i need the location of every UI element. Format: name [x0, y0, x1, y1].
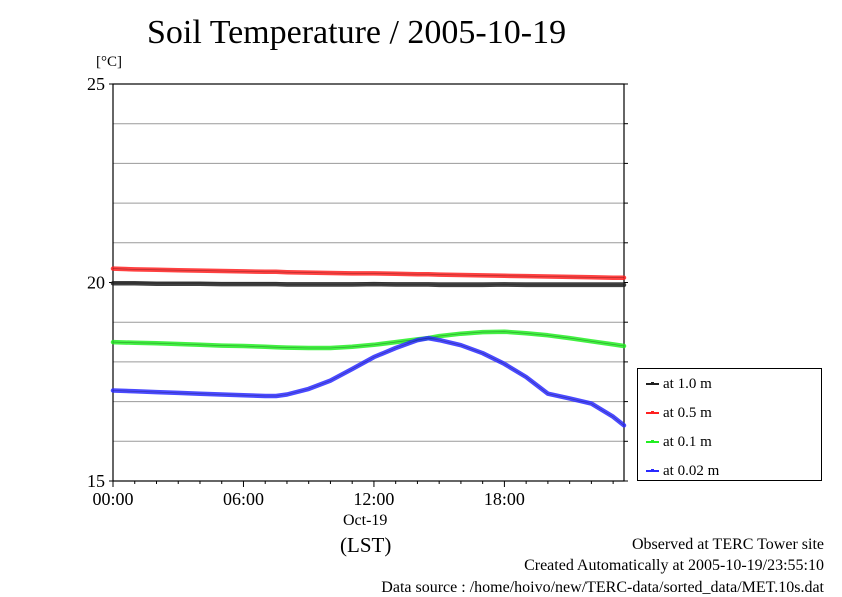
y-tick-label: 25	[87, 74, 105, 94]
series-line	[110, 335, 627, 428]
legend-label: at 1.0 m	[663, 375, 712, 392]
y-axis-unit-label: [°C]	[96, 54, 122, 70]
footer-observed-text: Observed at TERC Tower site	[631, 536, 824, 553]
series-line	[110, 329, 627, 351]
legend: at 1.0 m at 0.5 m at 0.1 m at 0.02 m	[637, 368, 822, 481]
legend-swatch	[646, 440, 659, 443]
legend-swatch	[646, 411, 659, 414]
legend-item: at 0.1 m	[646, 431, 712, 453]
legend-swatch	[646, 382, 659, 385]
legend-label: at 0.02 m	[663, 462, 720, 479]
x-axis-date-label: Oct-19	[343, 512, 388, 529]
chart-title: Soil Temperature / 2005-10-19	[147, 14, 567, 51]
series-line	[110, 266, 627, 280]
footer-source-text: Data source : /home/hoivo/new/TERC-data/…	[381, 579, 824, 596]
series-line	[110, 281, 627, 288]
series-line-core	[112, 268, 624, 278]
y-tick-label: 15	[87, 471, 105, 491]
legend-label: at 0.5 m	[663, 404, 712, 421]
series-line-core	[112, 331, 625, 349]
footer-created-text: Created Automatically at 2005-10-19/23:5…	[524, 557, 824, 574]
series-line-core	[112, 337, 625, 426]
x-tick-label: 12:00	[353, 489, 394, 509]
legend-label: at 0.1 m	[663, 433, 712, 450]
legend-swatch	[646, 469, 659, 472]
x-tick-label: 00:00	[92, 489, 133, 509]
x-tick-label: 18:00	[484, 489, 525, 509]
legend-item: at 0.02 m	[646, 460, 719, 482]
series-line-core	[113, 283, 624, 286]
legend-item: at 1.0 m	[646, 373, 712, 395]
x-tick-label: 06:00	[223, 489, 264, 509]
legend-item: at 0.5 m	[646, 402, 712, 424]
x-axis-label: (LST)	[340, 533, 392, 557]
y-tick-label: 20	[87, 273, 105, 293]
